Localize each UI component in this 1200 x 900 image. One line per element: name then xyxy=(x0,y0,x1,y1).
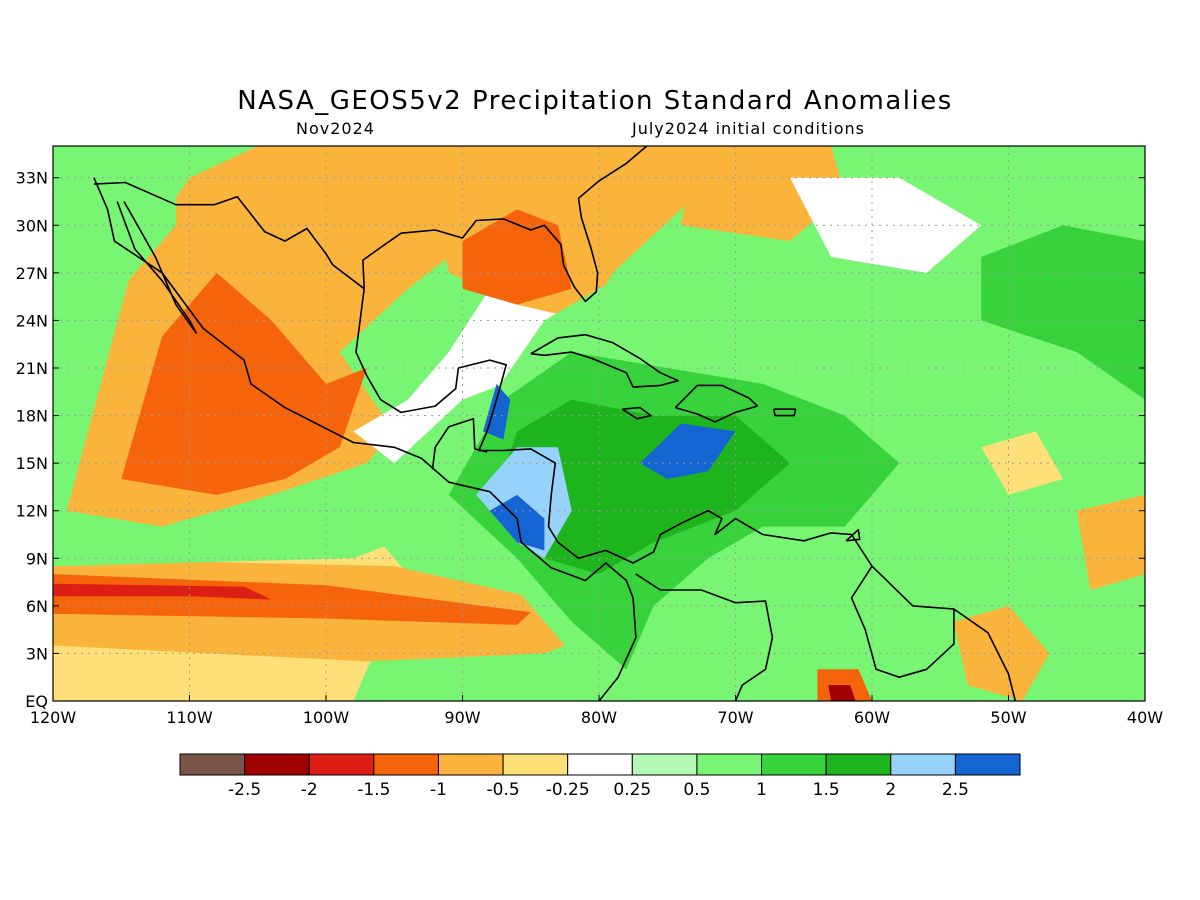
colorbar-swatch xyxy=(308,753,375,776)
lat-tick-label: 27N xyxy=(16,264,48,283)
colorbar-swatch xyxy=(244,753,310,776)
lon-tick-label: 80W xyxy=(581,708,617,727)
colorbar-swatch xyxy=(437,753,504,776)
anomaly-region-atl-orange xyxy=(680,146,845,242)
lon-tick-label: 70W xyxy=(717,708,753,727)
colorbar-label: 0.5 xyxy=(683,780,710,800)
colorbar-label: 1.5 xyxy=(813,780,840,800)
anomaly-region-west-green xyxy=(53,146,176,384)
coastline-jamaica xyxy=(621,406,652,420)
map-title: NASA_GEOS5v2 Precipitation Standard Anom… xyxy=(237,86,953,116)
coastline-trinidad xyxy=(845,528,861,542)
colorbar-label: 2.5 xyxy=(942,780,969,800)
anomaly-region-se-darkorange xyxy=(462,209,572,305)
colorbar-swatch xyxy=(761,753,827,776)
colorbar-swatch xyxy=(179,753,246,776)
anomaly-region-itcz-red xyxy=(53,583,272,600)
lat-tick-label: 18N xyxy=(16,407,48,426)
colorbar-label: -1 xyxy=(430,780,447,800)
lat-tick-label: 9N xyxy=(26,549,48,568)
lon-tick-label: 60W xyxy=(854,708,890,727)
colorbar-label: 2 xyxy=(885,780,896,800)
colorbar-swatch xyxy=(954,753,1021,776)
lat-tick-label: 30N xyxy=(16,216,48,235)
anomaly-region-yucatan-blue xyxy=(483,383,511,440)
coastline-hispaniola xyxy=(674,384,759,423)
colorbar-swatch xyxy=(502,753,569,776)
lat-tick-label: EQ xyxy=(25,692,48,711)
lat-tick-label: 21N xyxy=(16,359,48,378)
colorbar-swatch xyxy=(373,753,439,776)
coastline-us-gulf xyxy=(362,146,648,303)
colorbar-swatch xyxy=(696,753,763,776)
coastline-guatemala-border xyxy=(431,417,488,470)
lon-tick-label: 120W xyxy=(30,708,77,727)
coastline-us-mex-border xyxy=(93,181,365,290)
lon-tick-label: 90W xyxy=(444,708,480,727)
colorbar-label: -2 xyxy=(301,780,318,800)
lon-tick-label: 50W xyxy=(990,708,1026,727)
anomaly-region-carib-blue xyxy=(639,423,736,479)
anomaly-shading-layer xyxy=(53,146,1145,701)
gridlines-layer xyxy=(53,146,1145,701)
lon-tick-label: 100W xyxy=(303,708,350,727)
coastline-puerto-rico xyxy=(772,408,797,417)
coastline-sa-border xyxy=(635,573,774,701)
anomaly-region-atl-orange3 xyxy=(981,431,1064,495)
lon-tick-label: 110W xyxy=(166,708,213,727)
colorbar-label: 0.25 xyxy=(613,780,651,800)
coastline-layer xyxy=(93,146,1017,701)
coastline-baja xyxy=(116,201,198,334)
lat-tick-label: 33N xyxy=(16,169,48,188)
lon-tick-label: 40W xyxy=(1127,708,1163,727)
lat-tick-label: 3N xyxy=(26,644,48,663)
colorbar-label: 1 xyxy=(756,780,767,800)
colorbar-swatch xyxy=(631,753,698,776)
lat-tick-label: 6N xyxy=(26,597,48,616)
coastline-sa-border2 xyxy=(850,565,955,679)
colorbar-label: -1.5 xyxy=(357,780,390,800)
lat-tick-label: 12N xyxy=(16,502,48,521)
anomaly-region-atl-white xyxy=(790,177,982,273)
lat-tick-label: 24N xyxy=(16,311,48,330)
anomaly-region-atl-green xyxy=(981,225,1145,400)
coastline-gulf-coast xyxy=(355,288,1017,701)
coastline-cuba xyxy=(530,333,680,388)
anomaly-region-greenbelt xyxy=(53,510,436,567)
colorbar-swatch xyxy=(890,753,956,776)
colorbar: -2.5 -2 -1.5 -1 -0.5 -0.25 0.25 0.5 1 1.5 2 2.5 xyxy=(179,753,1021,800)
colorbar-swatch xyxy=(567,753,633,776)
anomaly-region-atl-orange2 xyxy=(1076,494,1145,590)
anomaly-region-sa-red xyxy=(828,685,856,701)
coastline-pacific-coast xyxy=(93,177,637,701)
colorbar-swatch xyxy=(825,753,892,776)
forecast-month-label: Nov2024 xyxy=(296,119,375,138)
colorbar-label: -2.5 xyxy=(228,780,261,800)
colorbar-label: -0.25 xyxy=(546,780,590,800)
anomaly-region-mexico-darkorange xyxy=(121,272,367,495)
anomaly-region-sa-orange xyxy=(953,605,1050,701)
lat-tick-label: 15N xyxy=(16,454,48,473)
initial-conditions-label: July2024 initial conditions xyxy=(632,119,865,138)
colorbar-label: -0.5 xyxy=(486,780,519,800)
